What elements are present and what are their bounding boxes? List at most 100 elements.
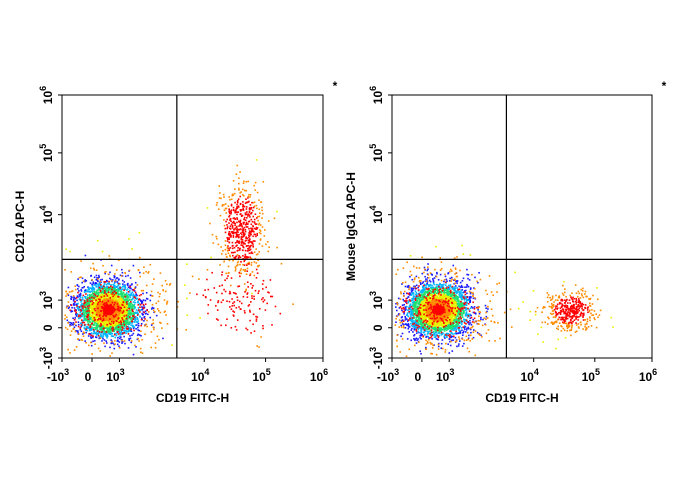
event-dot	[116, 331, 119, 333]
event-dot	[141, 309, 144, 311]
event-dot	[226, 246, 229, 249]
event-dot	[261, 226, 264, 228]
event-dot	[118, 317, 120, 319]
event-dot	[92, 309, 94, 311]
event-dot	[249, 311, 251, 313]
event-dot	[83, 301, 86, 304]
event-dot	[223, 204, 225, 206]
event-dot	[108, 305, 110, 308]
event-dot	[111, 286, 114, 288]
event-dot	[242, 263, 244, 266]
event-dot	[258, 346, 260, 348]
event-dot	[81, 281, 83, 284]
event-dot	[134, 291, 137, 294]
event-dot	[97, 309, 99, 311]
event-dot	[73, 304, 76, 306]
event-dot	[123, 323, 126, 326]
event-dot	[256, 227, 259, 229]
event-dot	[266, 302, 268, 305]
event-dot	[449, 277, 451, 280]
event-dot	[67, 348, 69, 351]
event-dot	[133, 312, 135, 315]
event-dot	[89, 324, 92, 326]
event-dot	[119, 299, 121, 302]
event-dot	[211, 271, 213, 274]
event-dot	[102, 294, 104, 297]
event-dot	[84, 289, 87, 291]
dot-cloud	[64, 159, 294, 357]
event-dot	[117, 306, 119, 309]
event-dot	[95, 295, 97, 298]
event-dot	[107, 325, 110, 328]
event-dot	[110, 325, 112, 327]
event-dot	[86, 313, 88, 315]
event-dot	[66, 305, 68, 307]
event-dot	[454, 318, 457, 320]
event-dot	[186, 314, 189, 316]
event-dot	[229, 225, 232, 227]
event-dot	[235, 245, 237, 247]
event-dot	[251, 292, 253, 295]
event-dot	[123, 325, 126, 327]
event-dot	[120, 330, 123, 332]
event-dot	[126, 328, 129, 330]
event-dot	[107, 315, 110, 317]
event-dot	[128, 269, 131, 272]
event-dot	[242, 229, 245, 232]
event-dot	[98, 320, 101, 322]
event-dot	[114, 321, 116, 323]
event-dot	[100, 285, 102, 287]
event-dot	[267, 291, 269, 293]
event-dot	[78, 290, 80, 292]
event-dot	[129, 314, 131, 316]
event-dot	[98, 282, 101, 285]
event-dot	[239, 192, 241, 194]
event-dot	[122, 312, 125, 314]
event-dot	[125, 314, 128, 317]
event-dot	[140, 318, 143, 321]
event-dot	[130, 340, 133, 342]
event-dot	[91, 302, 93, 304]
event-dot	[78, 316, 81, 319]
event-dot	[248, 220, 251, 223]
event-dot	[128, 327, 130, 330]
event-dot	[244, 268, 247, 271]
event-dot	[116, 309, 118, 311]
event-dot	[116, 298, 118, 301]
event-dot	[217, 243, 220, 246]
event-dot	[131, 308, 134, 311]
event-dot	[209, 299, 212, 301]
event-dot	[255, 315, 257, 318]
event-dot	[252, 246, 254, 248]
event-dot	[119, 296, 122, 298]
event-dot	[123, 299, 126, 301]
event-dot	[116, 302, 118, 304]
event-dot	[469, 322, 472, 324]
event-dot	[106, 295, 109, 297]
event-dot	[130, 312, 132, 314]
event-dot	[102, 289, 104, 292]
event-dot	[158, 339, 160, 341]
event-dot	[106, 308, 108, 311]
event-dot	[86, 310, 88, 312]
event-dot	[241, 236, 244, 238]
event-dot	[129, 287, 131, 289]
event-dot	[251, 297, 253, 299]
event-dot	[242, 204, 245, 207]
event-dot	[103, 319, 106, 322]
event-dot	[95, 293, 98, 295]
event-dot	[239, 224, 241, 226]
event-dot	[103, 308, 106, 310]
event-dot	[235, 329, 238, 331]
event-dot	[120, 292, 123, 294]
event-dot	[92, 306, 95, 308]
event-dot	[98, 315, 101, 317]
event-dot	[125, 326, 127, 329]
event-dot	[121, 293, 124, 296]
event-dot	[126, 319, 128, 322]
event-dot	[104, 333, 106, 335]
event-dot	[257, 219, 259, 222]
event-dot	[186, 263, 188, 265]
event-dot	[96, 300, 98, 302]
event-dot	[99, 296, 101, 298]
